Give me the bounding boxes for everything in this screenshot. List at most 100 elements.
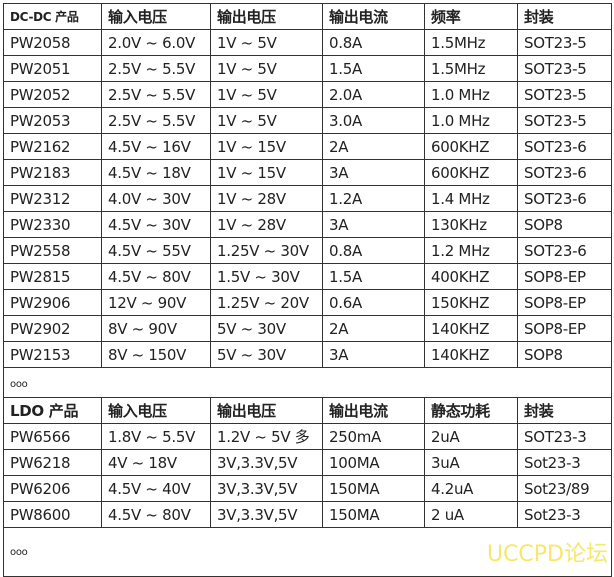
cell: 130KHz <box>424 211 518 238</box>
cell: PW2058 <box>3 29 102 56</box>
watermark: UCCPD论坛 <box>486 542 608 567</box>
ellipsis-row: ooo <box>3 527 612 577</box>
cell: 2.0A <box>322 81 425 108</box>
cell: SOT23-5 <box>517 107 612 134</box>
cell: 输入电压 <box>101 3 211 30</box>
ellipsis-row: ooo <box>3 367 612 398</box>
cell: 封装 <box>517 397 612 424</box>
cell: 140KHZ <box>424 315 518 342</box>
cell: SOP8 <box>517 211 612 238</box>
cell: 3V,3.3V,5V <box>210 475 323 502</box>
cell: 2.5V ~ 5.5V <box>101 81 211 108</box>
cell: SOT23-6 <box>517 159 612 186</box>
cell: PW8600 <box>3 501 102 528</box>
cell: Sot23-3 <box>517 449 612 476</box>
cell: 600KHZ <box>424 159 518 186</box>
cell: PW2053 <box>3 107 102 134</box>
cell: 0.8A <box>322 237 425 264</box>
cell: 1V ~ 28V <box>210 185 323 212</box>
cell: 1V ~ 15V <box>210 133 323 160</box>
cell: PW2153 <box>3 341 102 368</box>
product-table: DC-DC 产品 输入电压 输出电压 输出电流 频率 封装 PW2058 2.0V ~ 6.0… <box>3 3 612 577</box>
cell: 2.0V ~ 6.0V <box>101 29 211 56</box>
cell: 0.6A <box>322 289 425 316</box>
cell: 1.0 MHz <box>424 81 518 108</box>
cell: DC-DC 产品 <box>3 3 102 30</box>
cell: 600KHZ <box>424 133 518 160</box>
cell: SOT23-3 <box>517 423 612 450</box>
cell: 2 uA <box>424 501 518 528</box>
cell: SOT23-6 <box>517 237 612 264</box>
cell: 1.5V ~ 30V <box>210 263 323 290</box>
cell: 1V ~ 15V <box>210 159 323 186</box>
cell: 12V ~ 90V <box>101 289 211 316</box>
cell: 1.0 MHz <box>424 107 518 134</box>
cell: 1.25V ~ 30V <box>210 237 323 264</box>
cell: 1.2A <box>322 185 425 212</box>
cell: SOT23-5 <box>517 55 612 82</box>
cell: 2.5V ~ 5.5V <box>101 107 211 134</box>
cell: SOT23-6 <box>517 185 612 212</box>
ellipsis: ooo <box>3 527 612 577</box>
table-row: PW2183 4.5V ~ 18V 1V ~ 15V 3A 600KHZ SOT23-6 <box>3 159 612 186</box>
table-row: PW6218 4V ~ 18V 3V,3.3V,5V 100MA 3uA Sot23-3 <box>3 449 612 476</box>
cell: 4.5V ~ 55V <box>101 237 211 264</box>
cell: SOT23-6 <box>517 133 612 160</box>
cell: 8V ~ 90V <box>101 315 211 342</box>
table-row: PW2330 4.5V ~ 30V 1V ~ 28V 3A 130KHz SOP8 <box>3 211 612 238</box>
cell: 4.5V ~ 16V <box>101 133 211 160</box>
table-row: PW2153 8V ~ 150V 5V ~ 30V 3A 140KHZ SOP8 <box>3 341 612 368</box>
cell: 1V ~ 5V <box>210 107 323 134</box>
cell: 5V ~ 30V <box>210 341 323 368</box>
cell: SOP8-EP <box>517 289 612 316</box>
table-row: PW2312 4.0V ~ 30V 1V ~ 28V 1.2A 1.4 MHz SOT23… <box>3 185 612 212</box>
table-row: PW2902 8V ~ 90V 5V ~ 30V 2A 140KHZ SOP8-EP <box>3 315 612 342</box>
cell: SOP8 <box>517 341 612 368</box>
cell: PW6206 <box>3 475 102 502</box>
cell: PW2902 <box>3 315 102 342</box>
cell: 1.2V ~ 5V 多 <box>210 423 323 450</box>
cell: 400KHZ <box>424 263 518 290</box>
cell: 1.5A <box>322 55 425 82</box>
cell: 1.25V ~ 20V <box>210 289 323 316</box>
table-row: PW6566 1.8V ~ 5.5V 1.2V ~ 5V 多 250mA 2uA SOT2… <box>3 423 612 450</box>
cell: 输出电压 <box>210 397 323 424</box>
table-row: PW6206 4.5V ~ 40V 3V,3.3V,5V 150MA 4.2uA Sot2… <box>3 475 612 502</box>
cell: SOP8-EP <box>517 263 612 290</box>
cell: 3A <box>322 211 425 238</box>
cell: 150MA <box>322 501 425 528</box>
cell: 1.5A <box>322 263 425 290</box>
cell: 4.5V ~ 18V <box>101 159 211 186</box>
cell: PW2183 <box>3 159 102 186</box>
cell: 1.5MHz <box>424 55 518 82</box>
cell: 输出电流 <box>322 397 425 424</box>
cell: 4.5V ~ 80V <box>101 263 211 290</box>
cell: 输入电压 <box>101 397 211 424</box>
cell: PW2815 <box>3 263 102 290</box>
cell: PW2052 <box>3 81 102 108</box>
cell: PW2906 <box>3 289 102 316</box>
table-row: PW2058 2.0V ~ 6.0V 1V ~ 5V 0.8A 1.5MHz SOT23-… <box>3 29 612 56</box>
table-row: PW2815 4.5V ~ 80V 1.5V ~ 30V 1.5A 400KHZ SOP8… <box>3 263 612 290</box>
dcdc-header-row: DC-DC 产品 输入电压 输出电压 输出电流 频率 封装 <box>3 3 612 30</box>
cell: 封装 <box>517 3 612 30</box>
cell: 8V ~ 150V <box>101 341 211 368</box>
cell: Sot23-3 <box>517 501 612 528</box>
cell: SOP8-EP <box>517 315 612 342</box>
cell: 0.8A <box>322 29 425 56</box>
cell: SOT23-5 <box>517 81 612 108</box>
cell: 3A <box>322 341 425 368</box>
table-row: PW2051 2.5V ~ 5.5V 1V ~ 5V 1.5A 1.5MHz SOT23-… <box>3 55 612 82</box>
cell: Sot23/89 <box>517 475 612 502</box>
cell: 1.2 MHz <box>424 237 518 264</box>
cell: PW2312 <box>3 185 102 212</box>
table-row: PW2558 4.5V ~ 55V 1.25V ~ 30V 0.8A 1.2 MHz SO… <box>3 237 612 264</box>
cell: LDO 产品 <box>3 397 102 424</box>
cell: 250mA <box>322 423 425 450</box>
table-row: PW2906 12V ~ 90V 1.25V ~ 20V 0.6A 150KHZ SOP8… <box>3 289 612 316</box>
cell: 3uA <box>424 449 518 476</box>
cell: 静态功耗 <box>424 397 518 424</box>
cell: 5V ~ 30V <box>210 315 323 342</box>
cell: 4.2uA <box>424 475 518 502</box>
cell: 1.8V ~ 5.5V <box>101 423 211 450</box>
